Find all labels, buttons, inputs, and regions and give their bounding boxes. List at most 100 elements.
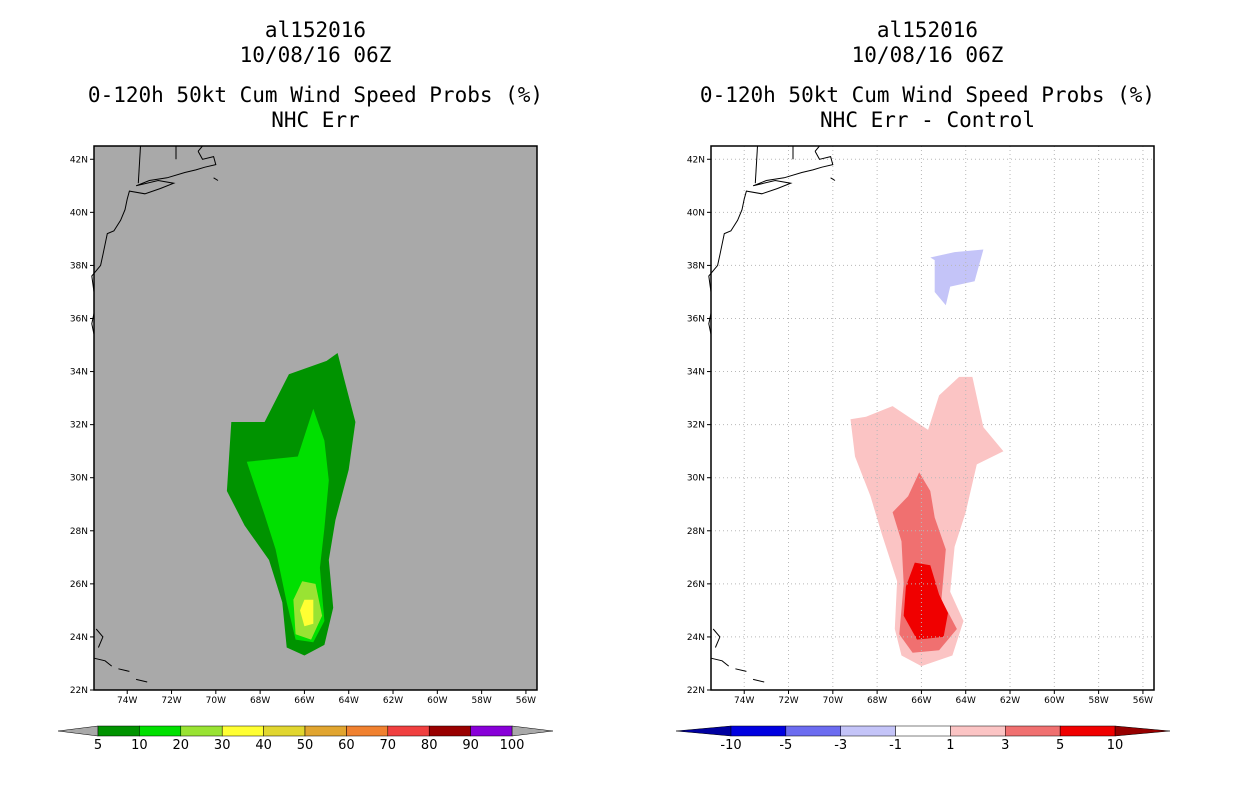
right-chart-title: 0-120h 50kt Cum Wind Speed Probs (%) [699,83,1156,107]
x-tick-label: 70W [206,696,226,706]
x-tick-label: 66W [911,696,931,706]
colorbar-swatch [950,725,1006,737]
colorbar-label: 20 [173,738,190,753]
contour-fill-30 [300,599,314,627]
coastline [752,678,765,683]
colorbar-swatch [180,725,223,737]
map-frame [710,145,1155,691]
x-tick-label: 62W [1000,696,1020,706]
y-tick-label: 32N [70,421,88,431]
colorbar-swatch [263,725,306,737]
left-panel-title-block: al152016 10/08/16 06Z 0-120h 50kt Cum Wi… [78,18,553,133]
x-tick-label: 72W [778,696,798,706]
colorbar-label: 10 [131,738,148,753]
x-tick-label: 60W [1044,696,1064,706]
x-tick-label: 64W [339,696,359,706]
colorbar-right-extend [511,725,554,737]
colorbar-label: -5 [779,738,792,753]
colorbar-swatch [387,725,430,737]
x-tick-label: 74W [734,696,754,706]
y-tick-label: 22N [687,686,705,696]
coastline [95,628,104,648]
colorbar-label: 50 [297,738,314,753]
colorbar-label: -3 [834,738,847,753]
colorbar-swatch [785,725,841,737]
x-tick-label: 70W [823,696,843,706]
coastline [135,678,148,683]
colorbar-label: 5 [94,738,102,753]
right-storm-id: al152016 [876,18,979,42]
coastline [712,628,721,648]
colorbar-swatch [840,725,896,737]
colorbar-swatch [470,725,513,737]
y-tick-label: 22N [70,686,88,696]
left-chart-title: 0-120h 50kt Cum Wind Speed Probs (%) [87,83,544,107]
y-tick-label: 30N [70,474,88,484]
coastline [710,657,730,667]
colorbar-1: -10 -5 -3 -1 1 3 5 10 [675,725,1171,753]
y-tick-label: 34N [70,368,88,378]
colorbar-swatch [97,725,140,737]
colorbar-swatch [221,725,264,737]
colorbar-swatch [1005,725,1061,737]
coastline [197,145,203,152]
colorbar-left-extend [675,725,732,737]
colorbar-label: 3 [1001,738,1009,753]
y-tick-label: 26N [70,580,88,590]
y-tick-label: 36N [70,314,88,324]
y-tick-label: 42N [70,155,88,165]
right-panel-title-block: al152016 10/08/16 06Z 0-120h 50kt Cum Wi… [690,18,1165,133]
x-tick-label: 68W [250,696,270,706]
colorbar-label: 40 [255,738,272,753]
colorbar-label: -1 [889,738,902,753]
y-tick-label: 38N [687,261,705,271]
y-tick-label: 24N [70,633,88,643]
colorbar-label: 100 [500,738,525,753]
coastline [830,177,836,181]
colorbar-label: -10 [720,738,741,753]
right-date: 10/08/16 06Z [851,43,1004,67]
y-tick-label: 28N [70,527,88,537]
left-storm-id: al152016 [264,18,367,42]
colorbar-label: 1 [946,738,954,753]
contour-fill--1 [930,249,984,306]
coastline [93,657,113,667]
x-tick-label: 66W [294,696,314,706]
left-date: 10/08/16 06Z [239,43,392,67]
x-tick-label: 72W [161,696,181,706]
coastline [91,151,217,293]
map-frame [93,145,538,691]
y-tick-label: 38N [70,261,88,271]
x-tick-label: 56W [1133,696,1153,706]
colorbar-label: 10 [1107,738,1124,753]
coastline [213,177,219,181]
right-chart-subtitle: NHC Err - Control [820,108,1035,132]
y-tick-label: 42N [687,155,705,165]
colorbar-swatch [895,725,951,737]
colorbar-swatch [1059,725,1116,737]
colorbar-swatch [304,725,347,737]
x-tick-label: 58W [1088,696,1108,706]
y-tick-label: 30N [687,474,705,484]
x-tick-label: 74W [117,696,137,706]
colorbar-swatch [139,725,182,737]
y-tick-label: 28N [687,527,705,537]
coastline [137,145,141,184]
panel-0-map: 74W 72W 70W 68W 66W 64W 62W 60W 58W 56W 22N 24N 26N 2… [70,145,538,706]
y-tick-label: 40N [687,208,705,218]
x-tick-label: 64W [956,696,976,706]
x-tick-label: 56W [516,696,536,706]
coastline [754,145,758,184]
x-tick-label: 62W [383,696,403,706]
y-tick-label: 40N [70,208,88,218]
y-tick-label: 32N [687,421,705,431]
y-tick-label: 24N [687,633,705,643]
y-tick-label: 34N [687,368,705,378]
y-tick-label: 36N [687,314,705,324]
colorbar-label: 60 [338,738,355,753]
colorbar-left-extend [57,725,99,737]
colorbar-label: 5 [1056,738,1064,753]
x-tick-label: 68W [867,696,887,706]
coastline [118,668,130,672]
